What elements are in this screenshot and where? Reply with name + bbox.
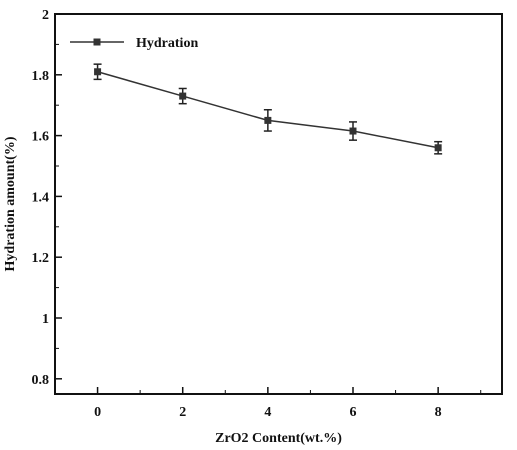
x-axis-ticks: 0 2 4 6 8 — [54, 387, 482, 420]
y-tick-label: 2 — [42, 8, 49, 23]
legend: Hydration — [70, 36, 198, 51]
series-layer — [93, 63, 443, 155]
plot-frame — [54, 13, 503, 395]
y-tick-label: 1.8 — [32, 69, 50, 84]
x-tick-label: 0 — [94, 405, 101, 420]
x-tick-label: 8 — [435, 405, 442, 420]
y-tick-label: 1 — [42, 312, 49, 327]
legend-marker — [93, 38, 101, 46]
data-point — [179, 92, 187, 100]
y-tick-label: 1.4 — [32, 190, 50, 205]
data-point — [434, 144, 442, 152]
y-axis-title: Hydration amount(%) — [3, 136, 18, 271]
legend-label-hydration: Hydration — [136, 36, 198, 51]
x-axis-title: ZrO2 Content(wt.%) — [215, 431, 342, 446]
y-tick-label: 0.8 — [32, 373, 50, 388]
y-tick-label: 1.2 — [32, 251, 50, 266]
data-point — [349, 127, 357, 135]
x-tick-label: 4 — [264, 405, 271, 420]
x-tick-label: 6 — [350, 405, 357, 420]
data-point — [94, 68, 102, 76]
y-tick-label: 1.6 — [32, 130, 50, 145]
data-point — [264, 116, 272, 124]
x-tick-label: 2 — [179, 405, 186, 420]
y-axis-ticks: 0.8 1 1.2 1.4 1.6 1.8 2 — [32, 8, 62, 388]
